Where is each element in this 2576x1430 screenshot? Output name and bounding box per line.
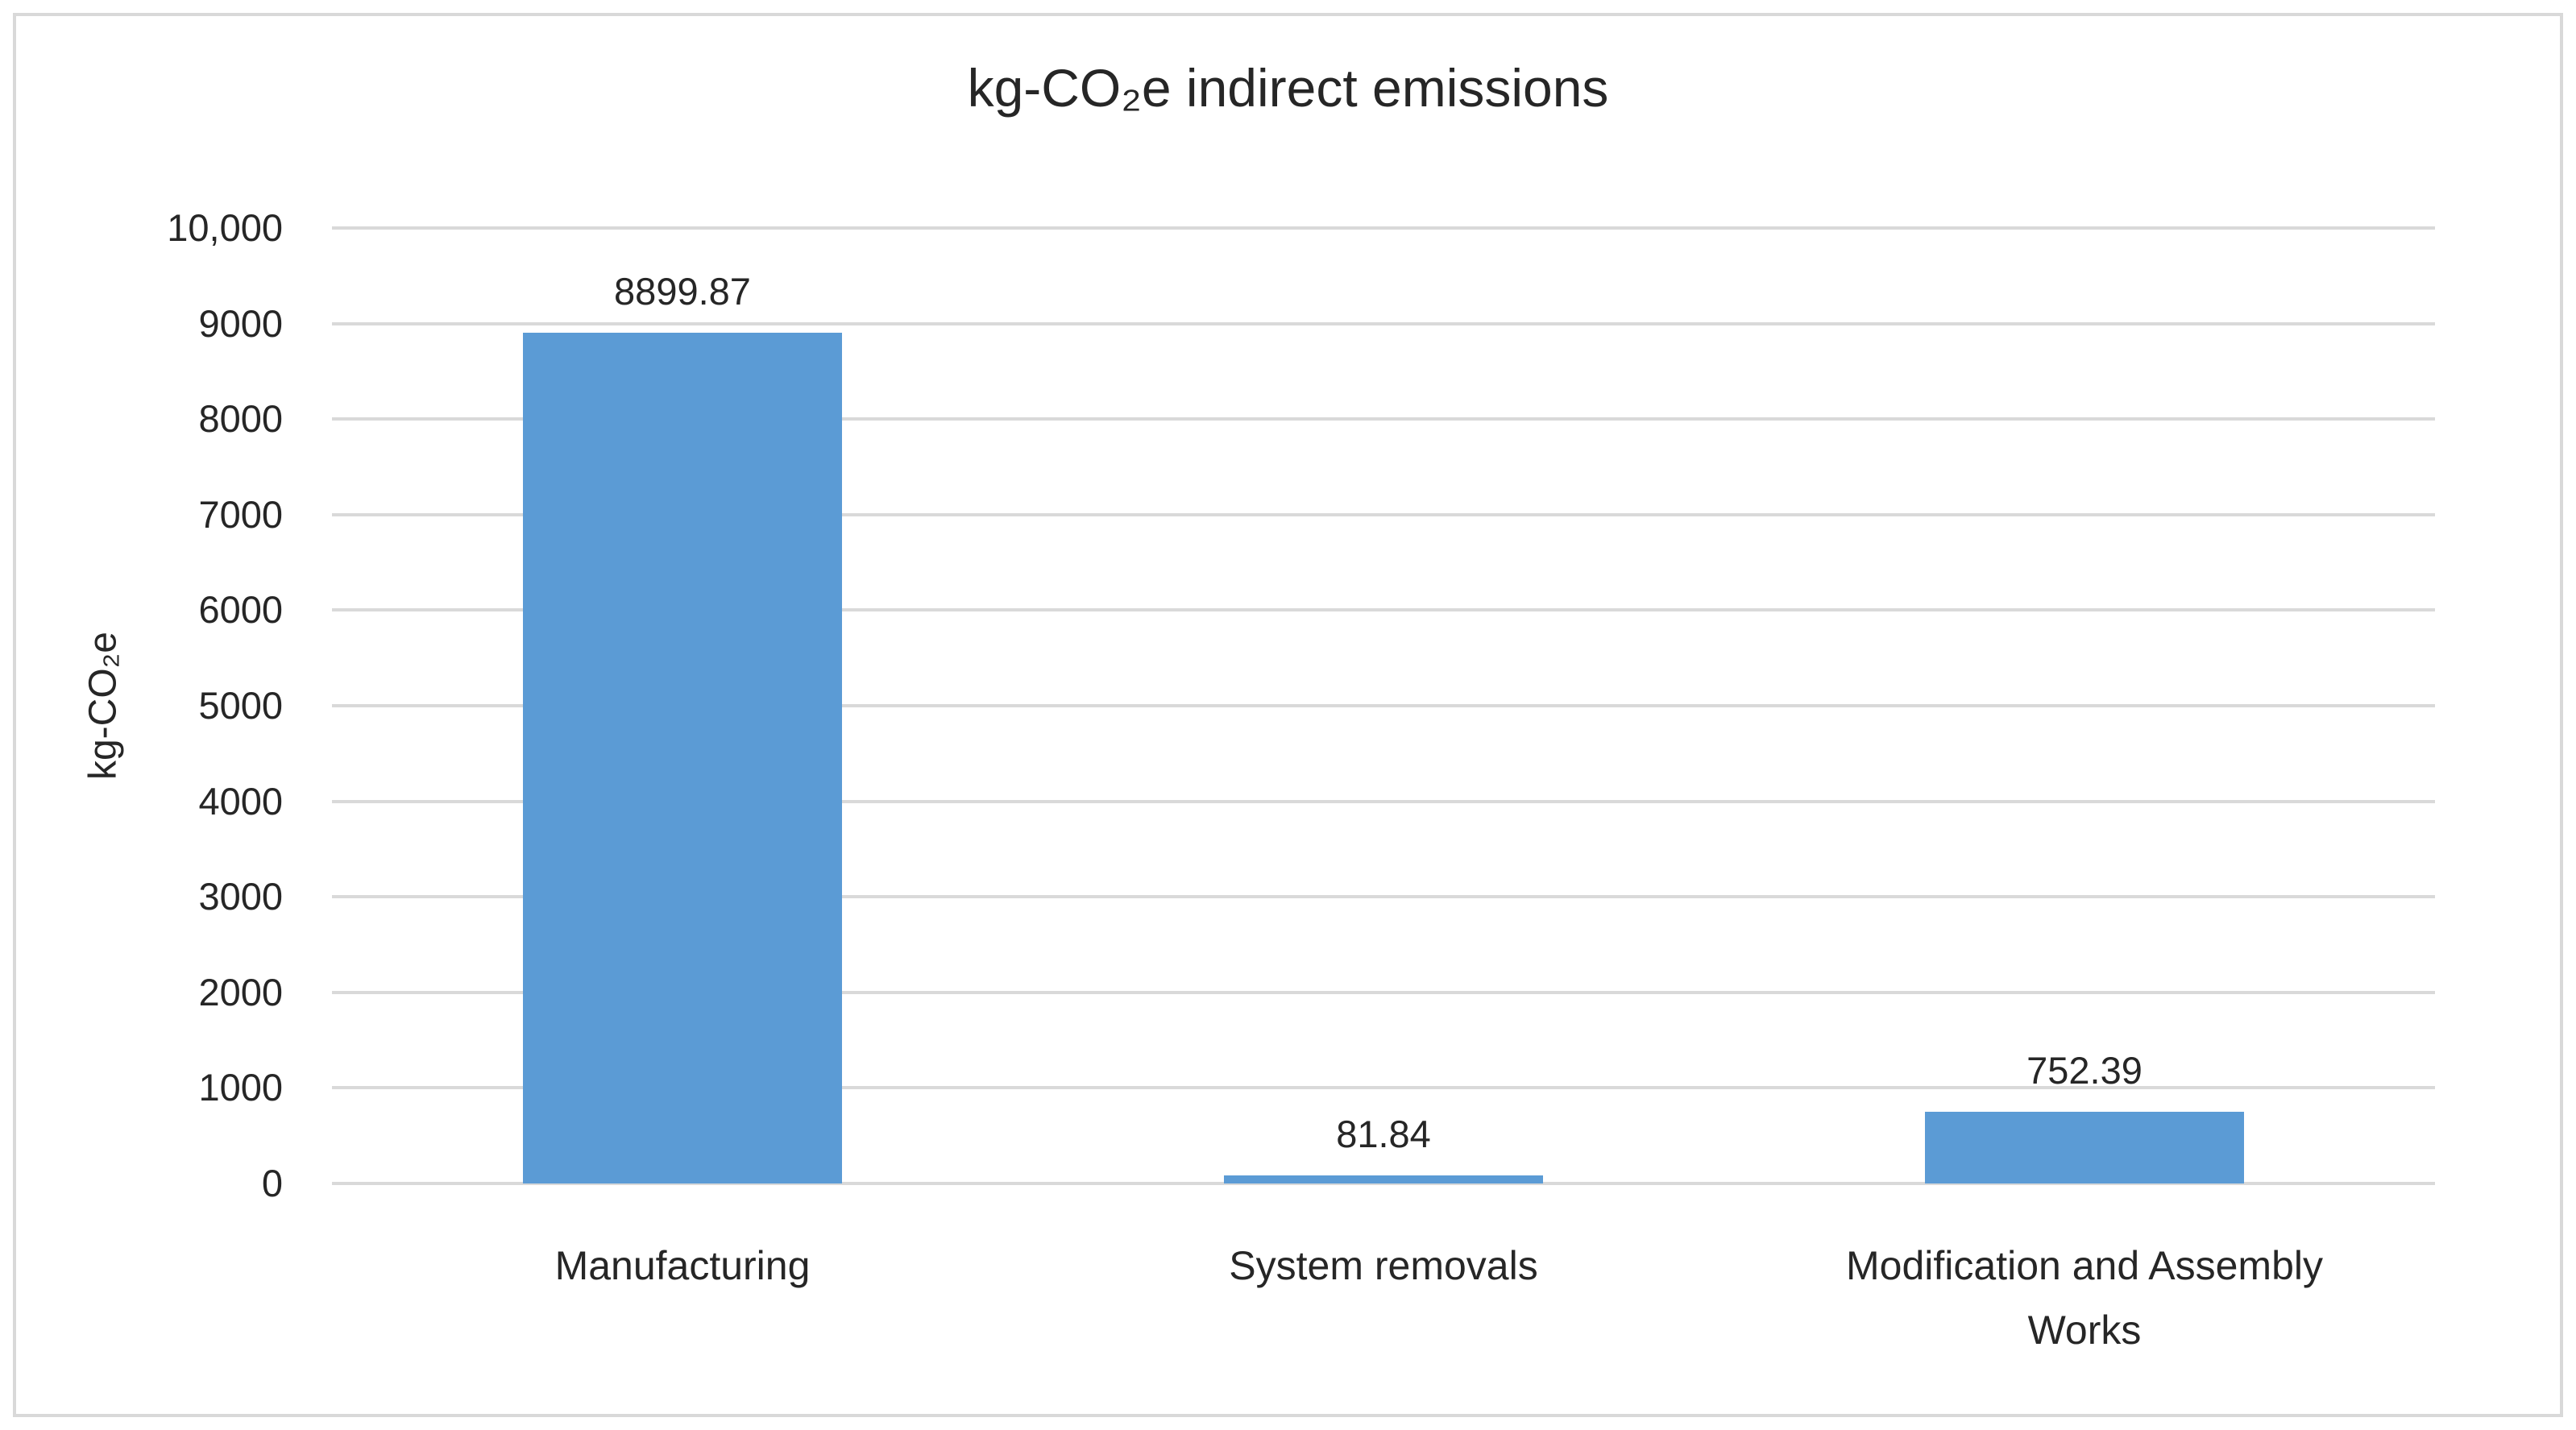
gridline <box>332 990 2435 994</box>
y-tick-label: 10,000 <box>167 206 283 249</box>
y-tick-label: 1000 <box>198 1066 283 1109</box>
gridline <box>332 321 2435 325</box>
gridline <box>332 704 2435 707</box>
bar <box>1925 1112 2244 1183</box>
bar <box>523 333 842 1183</box>
y-tick-label: 6000 <box>198 588 283 632</box>
gridline <box>332 895 2435 899</box>
bar <box>1224 1175 1543 1183</box>
category-label: System removals <box>1229 1243 1538 1288</box>
y-tick-label: 7000 <box>198 492 283 536</box>
y-tick-label: 3000 <box>198 875 283 918</box>
gridline <box>332 417 2435 421</box>
y-tick-label: 5000 <box>198 684 283 727</box>
bar-data-label: 752.39 <box>2026 1049 2143 1092</box>
category-label: Manufacturing <box>554 1243 811 1288</box>
category-label: Modification and Assembly Works <box>1846 1243 2323 1353</box>
y-tick-label: 0 <box>261 1162 283 1204</box>
gridline <box>332 608 2435 612</box>
gridline <box>332 226 2435 230</box>
y-tick-label: 9000 <box>198 301 283 345</box>
bar-data-label: 8899.87 <box>614 270 751 313</box>
bar-data-label: 81.84 <box>1336 1113 1431 1155</box>
gridline <box>332 1086 2435 1090</box>
y-tick-label: 2000 <box>198 970 283 1013</box>
gridline <box>332 1182 2435 1185</box>
plot-area: 8899.87 81.84 752.39 <box>332 226 2435 1185</box>
gridline <box>332 512 2435 516</box>
gridline <box>332 799 2435 803</box>
y-tick-label: 4000 <box>198 779 283 823</box>
y-tick-label: 8000 <box>198 397 283 441</box>
chart-title: kg-CO₂e indirect emissions <box>967 58 1609 118</box>
